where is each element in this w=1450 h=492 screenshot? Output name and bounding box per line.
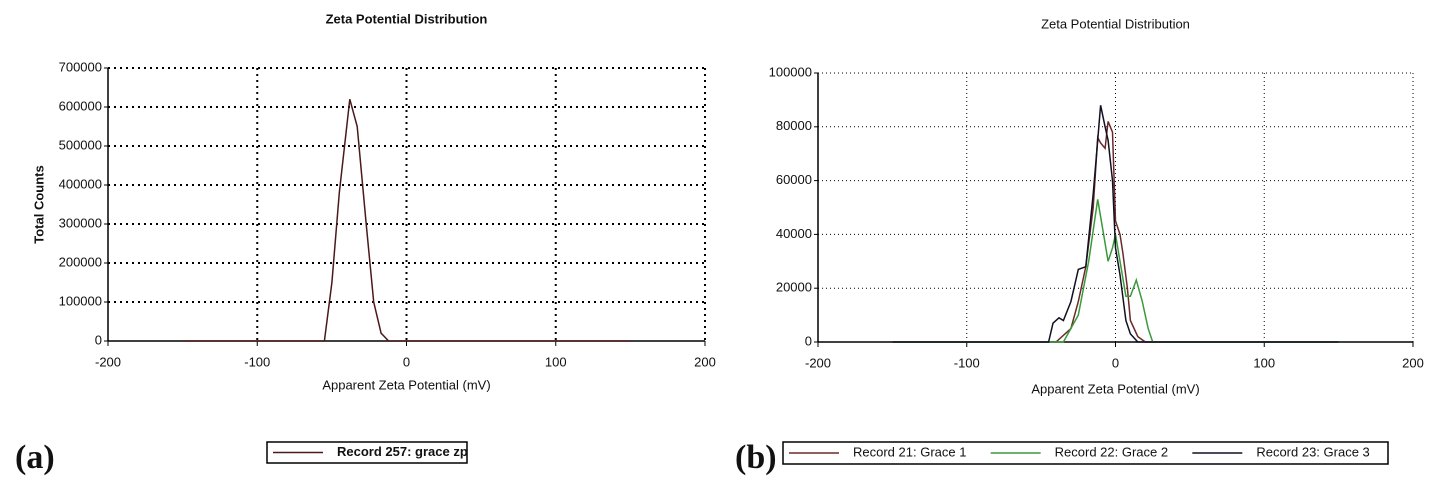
x-tick-label: 200 [1402,355,1424,370]
x-tick-label: -200 [805,355,831,370]
chart-title: Zeta Potential Distribution [1041,16,1190,31]
x-axis-title: Apparent Zeta Potential (mV) [1031,381,1199,396]
panel-label: (b) [735,439,777,476]
y-tick-label: 0 [95,332,102,347]
legend-label: Record 23: Grace 3 [1256,444,1369,459]
x-tick-label: 0 [403,354,410,369]
panel-label: (a) [15,439,55,476]
x-tick-label: 200 [694,354,716,369]
y-tick-label: 60000 [776,172,812,187]
legend-label: Record 21: Grace 1 [853,444,966,459]
data-line [182,99,631,342]
y-axis-title: Total Counts [31,165,46,243]
legend-label: Record 257: grace zp [337,444,468,459]
y-tick-label: 80000 [776,118,812,133]
x-tick-label: 100 [545,354,567,369]
chart-title: Zeta Potential Distribution [326,11,488,26]
y-tick-label: 500000 [59,137,102,152]
y-tick-label: 100000 [769,64,812,79]
legend-label: Record 22: Grace 2 [1055,444,1168,459]
y-tick-label: 100000 [59,293,102,308]
x-tick-label: -100 [244,354,270,369]
x-tick-label: 100 [1253,355,1275,370]
x-tick-label: 0 [1112,355,1119,370]
y-tick-label: 600000 [59,98,102,113]
x-axis-title: Apparent Zeta Potential (mV) [322,377,490,392]
x-tick-label: -100 [954,355,980,370]
y-tick-label: 400000 [59,176,102,191]
legend-box [782,441,1389,465]
y-tick-label: 0 [805,333,812,348]
y-tick-label: 20000 [776,280,812,295]
y-tick-label: 200000 [59,254,102,269]
legend-box [266,441,468,464]
y-tick-label: 700000 [59,59,102,74]
y-tick-label: 300000 [59,215,102,230]
data-line [892,105,1339,343]
x-tick-label: -200 [95,354,121,369]
data-line [892,121,1339,343]
y-tick-label: 40000 [776,226,812,241]
